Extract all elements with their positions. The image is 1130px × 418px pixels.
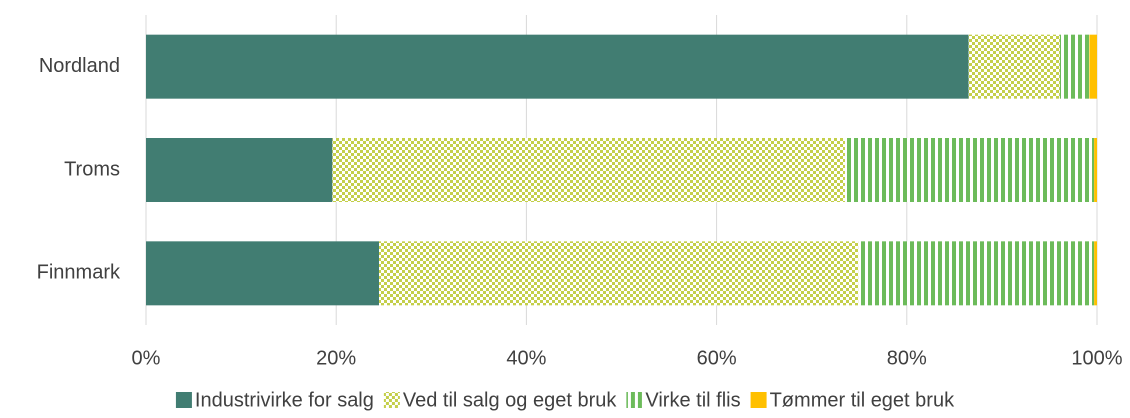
legend-label: Tømmer til eget bruk <box>770 389 955 411</box>
legend: Industrivirke for salg Ved til salg og eg… <box>175 389 955 411</box>
legend-swatch <box>383 392 400 408</box>
bar-segment <box>968 34 1060 99</box>
bar-segment <box>378 241 859 306</box>
x-tick-label: 20% <box>316 347 356 369</box>
bar-segment <box>146 34 969 99</box>
y-tick-label: Finnmark <box>37 262 121 284</box>
legend-swatch <box>750 392 767 408</box>
bar-segment <box>844 138 1095 202</box>
y-tick-label: Troms <box>64 158 120 180</box>
bar-segment <box>332 138 845 202</box>
x-tick-label: 0% <box>132 347 161 369</box>
bar-segment <box>1089 34 1097 99</box>
legend-label: Industrivirke for salg <box>195 389 374 411</box>
legend-label: Ved til salg og eget bruk <box>403 389 617 411</box>
legend-label: Virke til flis <box>645 389 740 411</box>
bar-segment <box>146 241 379 306</box>
legend-swatch <box>175 392 192 408</box>
x-tick-label: 100% <box>1071 347 1122 369</box>
x-tick-label: 60% <box>697 347 737 369</box>
bar-segment <box>1094 138 1097 202</box>
x-tick-label: 40% <box>506 347 546 369</box>
y-tick-label: Nordland <box>39 55 120 77</box>
x-tick-label: 80% <box>887 347 927 369</box>
bar-segment <box>1094 241 1097 306</box>
legend-swatch <box>626 392 643 408</box>
bar-segment <box>146 138 333 202</box>
bar-segment <box>858 241 1095 306</box>
bar-segment <box>1059 34 1090 99</box>
